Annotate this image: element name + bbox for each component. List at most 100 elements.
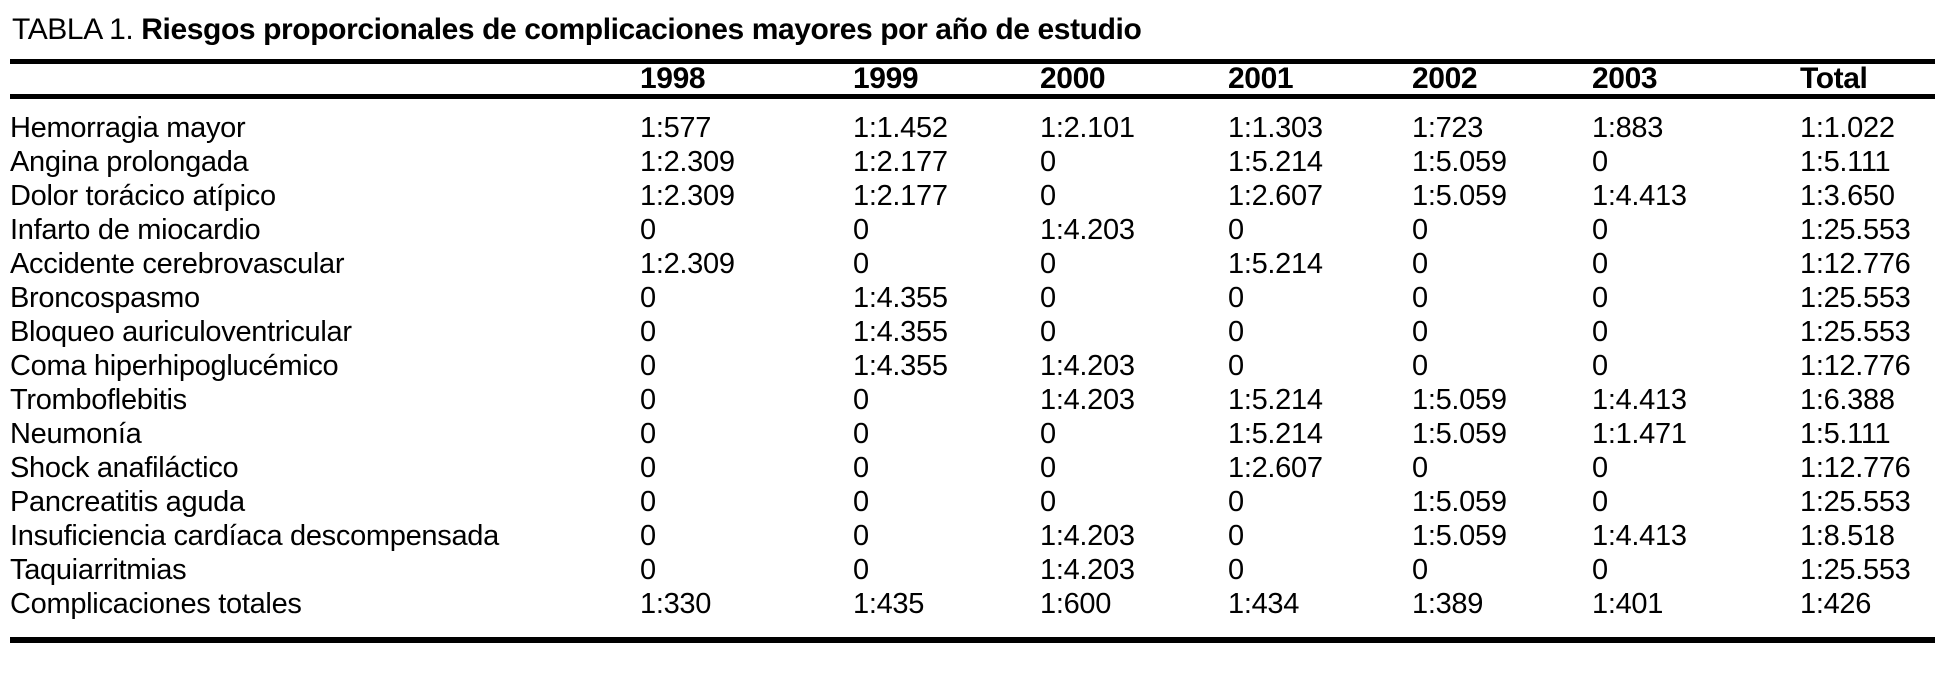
header-total: Total	[1800, 59, 1935, 99]
risk-value-cell: 0	[853, 520, 869, 552]
risk-value-cell: 1:25.553	[1800, 486, 1911, 518]
risk-value-cell: 1:577	[640, 112, 712, 144]
risk-value-cell: 0	[1592, 554, 1608, 586]
risk-value-cell: 0	[1412, 350, 1428, 382]
risk-value-cell: 0	[640, 316, 656, 348]
risk-value-cell: 1:5.059	[1412, 384, 1507, 416]
risk-value-cell: 1:434	[1228, 587, 1412, 643]
risk-value-cell: 0	[1040, 146, 1056, 178]
risk-value-cell: 0	[1228, 554, 1244, 586]
row-label: Angina prolongada	[10, 146, 249, 178]
risk-value-cell: 0	[640, 350, 656, 382]
risk-value-cell: 1:2.309	[640, 248, 735, 280]
risk-value-cell: 1:600	[1040, 587, 1228, 643]
table-row: Accidente cerebrovascular 1:2.309 0 0 1:5.21…	[10, 247, 1935, 281]
risk-value-cell: 0	[853, 214, 869, 246]
row-label: Broncospasmo	[10, 282, 200, 314]
risk-value-cell: 0	[1228, 214, 1244, 246]
risk-value-cell: 0	[1228, 486, 1244, 518]
header-year-2003: 2003	[1592, 59, 1800, 99]
risk-value-cell: 1:4.203	[1040, 384, 1135, 416]
risk-value-cell: 1:2.309	[640, 146, 735, 178]
risk-value-cell: 0	[1040, 316, 1056, 348]
risk-value-cell: 1:426	[1800, 587, 1935, 643]
risk-value-cell: 1:5.059	[1412, 180, 1507, 212]
risk-value-cell: 0	[1228, 520, 1244, 552]
risk-value-cell: 0	[640, 282, 656, 314]
header-empty	[10, 59, 640, 99]
risk-value-cell: 1:5.059	[1412, 146, 1507, 178]
risk-value-cell: 1:5.214	[1228, 146, 1323, 178]
row-label: Bloqueo auriculoventricular	[10, 316, 352, 348]
risk-value-cell: 1:5.111	[1800, 418, 1891, 450]
complications-risk-table: 1998 1999 2000 2001 2002 2003 Total Hemo…	[10, 59, 1935, 643]
header-year-2002: 2002	[1412, 59, 1592, 99]
risk-value-cell: 1:883	[1592, 112, 1664, 144]
risk-value-cell: 1:5.059	[1412, 418, 1507, 450]
risk-value-cell: 1:1.022	[1800, 112, 1895, 144]
risk-value-cell: 1:25.553	[1800, 214, 1911, 246]
risk-value-cell: 0	[1592, 146, 1608, 178]
risk-value-cell: 1:1.471	[1592, 418, 1687, 450]
risk-value-cell: 1:25.553	[1800, 316, 1911, 348]
table-row: Pancreatitis aguda 0 0 0 0 1:5.059 0 1:25.553	[10, 485, 1935, 519]
risk-value-cell: 1:5.059	[1412, 486, 1507, 518]
risk-value-cell: 1:435	[853, 587, 1040, 643]
risk-value-cell: 0	[640, 554, 656, 586]
table-row: Coma hiperhipoglucémico 0 1:4.355 1:4.203 0 0…	[10, 349, 1935, 383]
risk-value-cell: 1:2.177	[853, 146, 948, 178]
risk-value-cell: 1:4.413	[1592, 520, 1687, 552]
risk-value-cell: 1:1.452	[853, 112, 948, 144]
risk-value-cell: 1:2.309	[640, 180, 735, 212]
table-row: Dolor torácico atípico 1:2.309 1:2.177 0 1:2…	[10, 179, 1935, 213]
risk-value-cell: 0	[1412, 248, 1428, 280]
risk-value-cell: 0	[1592, 214, 1608, 246]
row-label: Coma hiperhipoglucémico	[10, 350, 339, 382]
risk-value-cell: 1:4.355	[853, 316, 948, 348]
header-year-2001: 2001	[1228, 59, 1412, 99]
risk-value-cell: 1:25.553	[1800, 282, 1911, 314]
table-title: TABLA 1. Riesgos proporcionales de compl…	[12, 12, 1935, 48]
table-row: Shock anafiláctico 0 0 0 1:2.607 0 0 1:12.776	[10, 451, 1935, 485]
risk-value-cell: 1:4.413	[1592, 384, 1687, 416]
risk-value-cell: 1:1.303	[1228, 112, 1323, 144]
risk-value-cell: 1:12.776	[1800, 350, 1911, 382]
risk-value-cell: 1:4.203	[1040, 554, 1135, 586]
table-row: Taquiarritmias 0 0 1:4.203 0 0 0 1:25.553	[10, 553, 1935, 587]
row-label: Accidente cerebrovascular	[10, 248, 345, 280]
risk-value-cell: 1:8.518	[1800, 520, 1895, 552]
risk-value-cell: 0	[853, 418, 869, 450]
table-row: Bloqueo auriculoventricular 0 1:4.355 0 0 0 0 1…	[10, 315, 1935, 349]
row-label: Tromboflebitis	[10, 384, 187, 416]
table-row: Broncospasmo 0 1:4.355 0 0 0 0 1:25.553	[10, 281, 1935, 315]
row-label: Insuficiencia cardíaca descompensada	[10, 520, 499, 552]
risk-value-cell: 0	[1228, 350, 1244, 382]
risk-value-cell: 1:4.203	[1040, 214, 1135, 246]
risk-value-cell: 0	[640, 486, 656, 518]
risk-value-cell: 1:389	[1412, 587, 1592, 643]
header-year-1999: 1999	[853, 59, 1040, 99]
risk-value-cell: 1:5.214	[1228, 418, 1323, 450]
row-label: Complicaciones totales	[10, 587, 640, 643]
risk-value-cell: 0	[853, 248, 869, 280]
risk-value-cell: 1:723	[1412, 112, 1484, 144]
table-header: 1998 1999 2000 2001 2002 2003 Total	[10, 59, 1935, 99]
row-label: Hemorragia mayor	[10, 112, 246, 144]
risk-value-cell: 0	[1412, 282, 1428, 314]
risk-value-cell: 0	[1040, 418, 1056, 450]
risk-value-cell: 0	[640, 214, 656, 246]
risk-value-cell: 0	[1228, 316, 1244, 348]
risk-value-cell: 1:12.776	[1800, 248, 1911, 280]
risk-value-cell: 0	[1040, 180, 1056, 212]
table-row: Neumonía 0 0 0 1:5.214 1:5.059 1:1.471 1:5.111	[10, 417, 1935, 451]
risk-value-cell: 0	[1592, 486, 1608, 518]
risk-value-cell: 1:4.203	[1040, 350, 1135, 382]
table-row: Insuficiencia cardíaca descompensada 0 0 1:…	[10, 519, 1935, 553]
risk-value-cell: 1:2.607	[1228, 180, 1323, 212]
table-row: Hemorragia mayor 1:577 1:1.452 1:2.101 1:1.3…	[10, 97, 1935, 146]
risk-value-cell: 1:12.776	[1800, 452, 1911, 484]
risk-value-cell: 0	[640, 452, 656, 484]
risk-value-cell: 1:4.203	[1040, 520, 1135, 552]
row-label: Pancreatitis aguda	[10, 486, 245, 518]
risk-value-cell: 0	[1592, 350, 1608, 382]
